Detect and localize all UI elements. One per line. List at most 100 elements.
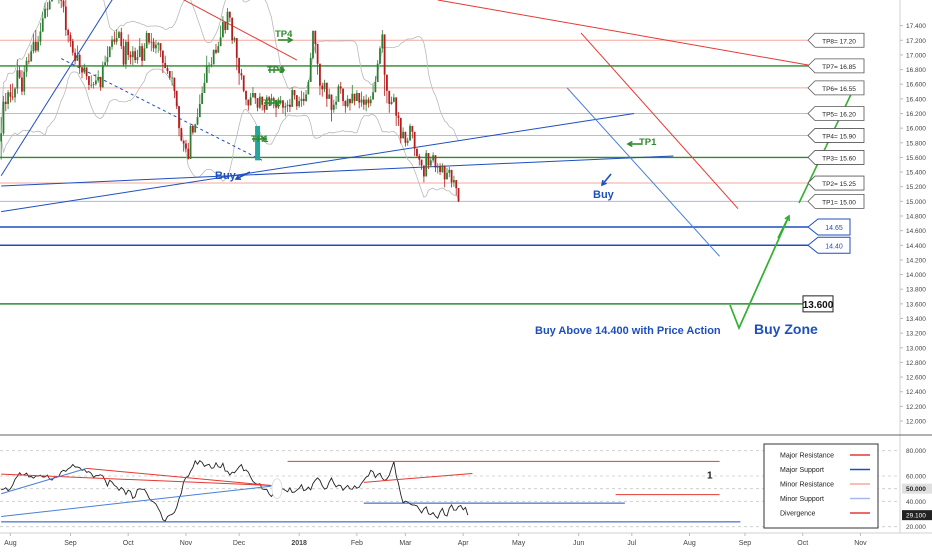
time-tick-label: Sep	[64, 540, 77, 547]
candle-body	[427, 153, 430, 166]
candle-body	[242, 75, 245, 91]
trend-line-support-3	[1, 155, 674, 187]
candle-body	[21, 77, 23, 92]
candle-body	[376, 63, 379, 83]
candle-body	[353, 93, 356, 102]
candle-body	[284, 106, 287, 108]
trend-line-resistance-3	[580, 32, 739, 210]
level-tag-label-2: TP7= 16.85	[822, 64, 856, 71]
candle-body	[11, 96, 14, 98]
candle-body	[439, 166, 441, 173]
candle-body	[332, 104, 335, 110]
candle-body	[337, 86, 340, 102]
candle-body	[279, 100, 282, 104]
candle-body	[44, 8, 46, 19]
candle-body	[418, 155, 421, 160]
candle-body	[390, 101, 393, 104]
candle-body	[90, 84, 93, 86]
candle-body	[30, 51, 33, 62]
candle-body	[395, 97, 398, 116]
candle-body	[321, 85, 324, 90]
candle-body	[185, 143, 187, 149]
rsi-trend-2	[1, 485, 272, 518]
time-tick-label: Jun	[573, 540, 584, 547]
rsi-current-value: 29.100	[906, 513, 926, 520]
time-tick-label: Aug	[4, 540, 17, 547]
candle-body	[127, 41, 130, 55]
legend-label-4: Minor Support	[780, 496, 824, 503]
candle-body	[203, 82, 206, 93]
candle-body	[420, 159, 423, 166]
candle-body	[425, 153, 428, 177]
trend-line-support-2	[1, 112, 635, 213]
tp-arrow-1-head	[261, 135, 268, 143]
candle-body	[145, 32, 148, 49]
candle-body	[349, 98, 351, 104]
candle-body	[397, 115, 400, 118]
candle-body	[83, 67, 86, 73]
candle-body	[138, 46, 141, 58]
candle-body	[330, 94, 333, 110]
candle-body	[210, 64, 213, 66]
rsi-tick-highlight	[902, 483, 932, 494]
rsi-tick-label: 60.000	[906, 474, 926, 481]
price-tick-label: 16.400	[906, 96, 926, 103]
candle-body	[362, 99, 365, 105]
buy-label-1: Buy	[215, 170, 237, 182]
legend-label-5: Divergence	[780, 511, 816, 518]
level-tag-box	[807, 150, 865, 165]
candle-body	[453, 180, 455, 183]
candle-body	[381, 34, 384, 49]
trend-line-resistance-2	[437, 0, 826, 69]
candle-body	[168, 71, 171, 78]
projection-path	[729, 215, 790, 331]
time-tick-label: May	[512, 540, 526, 547]
candle-body	[252, 92, 254, 98]
rsi-divergence-1	[1, 473, 272, 486]
candle-body	[166, 68, 169, 72]
candle-body	[231, 17, 234, 41]
candle-body	[219, 37, 222, 47]
candle-body	[411, 125, 414, 132]
candle-body	[39, 31, 42, 42]
time-tick-label: Apr	[458, 540, 470, 547]
candle-body	[141, 46, 143, 61]
candle-body	[312, 30, 314, 58]
rsi-marker-label: 1	[707, 471, 713, 482]
candle-body	[205, 65, 208, 83]
time-tick-label: Sep	[739, 540, 752, 547]
candle-body	[272, 98, 275, 101]
candle-body	[215, 49, 217, 53]
candle-body	[155, 44, 157, 49]
time-tick-label: 2018	[291, 540, 307, 547]
candle-body	[76, 54, 79, 61]
level-tag-label-3: TP6= 16.55	[822, 86, 856, 93]
tp-arrow-3-head	[279, 66, 286, 74]
candle-body	[99, 76, 102, 88]
candle-body	[268, 97, 271, 100]
tp-arrow-4-head	[287, 36, 294, 44]
time-tick-label: Nov	[854, 540, 867, 547]
price-tick-label: 17.400	[906, 23, 926, 30]
candle-body	[67, 30, 70, 36]
candle-body	[51, 0, 53, 2]
candle-body	[316, 43, 319, 64]
candle-body	[258, 96, 261, 108]
candle-body	[293, 90, 296, 96]
candle-body	[64, 6, 67, 31]
candle-body	[367, 99, 370, 104]
price-tick-label: 12.800	[906, 360, 926, 367]
price-tick-label: 15.800	[906, 140, 926, 147]
trend-line-support-1	[0, 0, 113, 176]
candle-body	[448, 169, 451, 173]
price-tick-label: 17.000	[906, 52, 926, 59]
time-tick-label: Nov	[180, 540, 193, 547]
price-tick-label: 16.200	[906, 111, 926, 118]
candle-body	[148, 32, 150, 43]
candle-body	[9, 92, 12, 97]
candle-body	[372, 92, 374, 100]
candle-body	[455, 180, 458, 189]
candle-body	[164, 62, 167, 69]
candle-body	[32, 41, 35, 52]
